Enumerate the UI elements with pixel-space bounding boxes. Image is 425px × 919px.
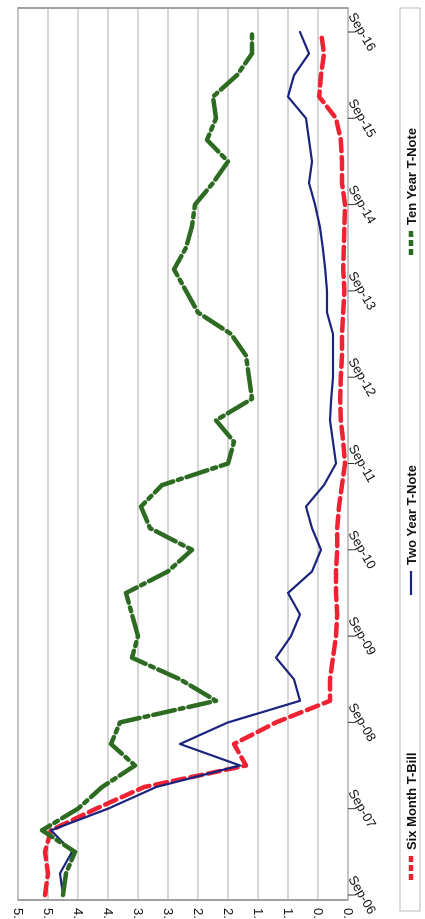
value-tick-label: 3.50 bbox=[131, 908, 146, 919]
value-tick-label: 1.50 bbox=[251, 908, 266, 919]
value-tick-label: 4.50 bbox=[71, 908, 86, 919]
series-ten-year-t-note bbox=[39, 29, 255, 898]
value-tick-label: 0.00 bbox=[341, 908, 356, 919]
value-tick-label: 2.00 bbox=[221, 908, 236, 919]
series-two-year-t-note bbox=[49, 30, 338, 897]
value-tick-label: 1.00 bbox=[281, 908, 296, 919]
legend: Six Month T-Bill Two Year T-Note Ten Year … bbox=[399, 7, 421, 912]
value-tick-label: 0.50 bbox=[311, 908, 326, 919]
legend-label: Six Month T-Bill bbox=[404, 753, 419, 851]
value-tick-label: 5.50 bbox=[11, 908, 26, 919]
value-tick-label: 2.50 bbox=[191, 908, 206, 919]
legend-label: Two Year T-Note bbox=[404, 465, 419, 565]
legend-label: Ten Year T-Note bbox=[404, 128, 419, 225]
value-tick-label: 5.00 bbox=[41, 908, 56, 919]
legend-box bbox=[399, 7, 421, 912]
value-tick-label: 3.00 bbox=[161, 908, 176, 919]
series-layer bbox=[39, 29, 348, 898]
value-tick-label: 4.00 bbox=[101, 908, 116, 919]
